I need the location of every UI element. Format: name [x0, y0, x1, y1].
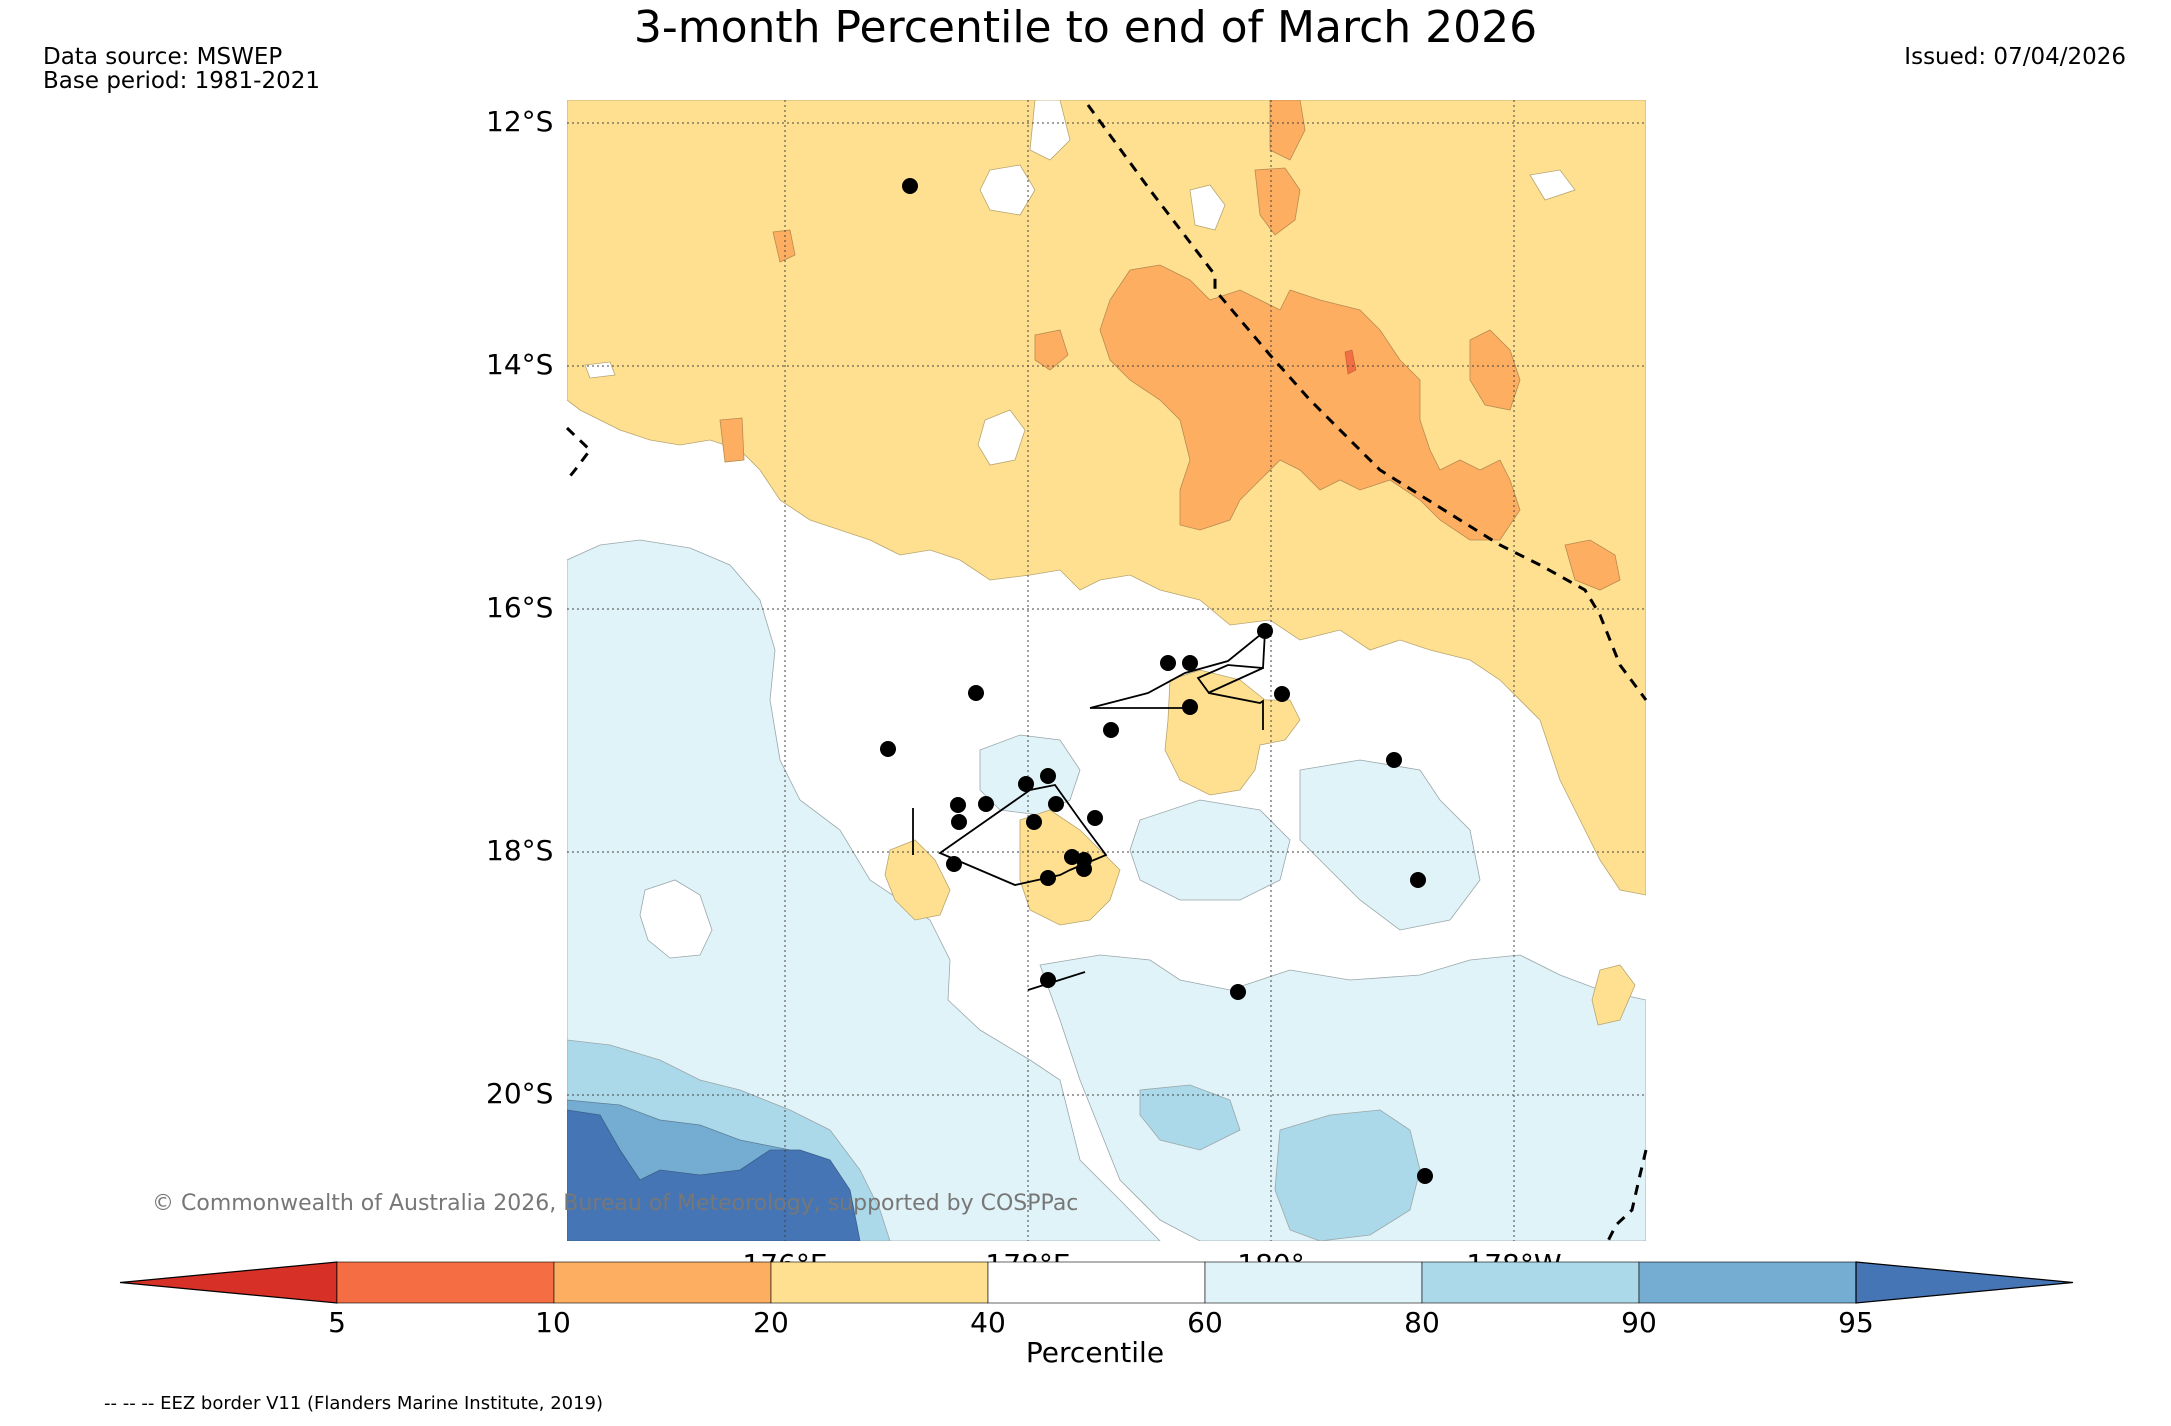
field-40-60	[979, 164, 1036, 216]
copyright-text: © Commonwealth of Australia 2026, Bureau…	[152, 1191, 1079, 1216]
field-60-80	[1299, 759, 1481, 931]
field-20-40	[1019, 809, 1121, 926]
issued-date: Issued: 07/04/2026	[1904, 44, 2126, 70]
colorbar-tick-10: 10	[535, 1306, 571, 1339]
lat-label-18s: 18°S	[486, 834, 554, 867]
colorbar-label: Percentile	[1025, 1336, 1165, 1369]
field-80-90	[1274, 1109, 1421, 1241]
field-20-40	[884, 839, 951, 921]
station-dots	[880, 178, 1433, 1184]
field-10-20	[1564, 539, 1621, 591]
field-20-40	[1591, 964, 1636, 1026]
colorbar-tick-20: 20	[753, 1306, 789, 1339]
field-40-60	[1029, 100, 1071, 161]
field-gt-95	[567, 1109, 861, 1241]
lon-label-176e: 176°E	[742, 1248, 828, 1281]
data-source-text: Data source: MSWEP	[43, 44, 283, 70]
colorbar-tick-80: 80	[1404, 1306, 1440, 1339]
map-fields	[567, 100, 1646, 1241]
field-60-80	[1129, 799, 1291, 901]
field-10-20	[1254, 167, 1301, 236]
colorbar-tick-5: 5	[328, 1306, 346, 1339]
lat-label-20s: 20°S	[486, 1077, 554, 1110]
field-40-60	[977, 409, 1026, 466]
graticule	[567, 100, 1646, 1241]
lon-label-178e: 178°E	[985, 1248, 1071, 1281]
field-10-20	[1469, 329, 1521, 411]
island-outlines	[912, 629, 1267, 991]
colorbar-tick-40: 40	[970, 1306, 1006, 1339]
lat-label-12s: 12°S	[486, 105, 554, 138]
eez-border	[565, 104, 1648, 1242]
lat-label-16s: 16°S	[486, 591, 554, 624]
base-period-text: Base period: 1981-2021	[43, 68, 321, 94]
field-20-40	[1164, 669, 1301, 796]
field-10-20	[1034, 329, 1069, 371]
page-title: 3-month Percentile to end of March 2026	[633, 2, 1538, 53]
field-40-60	[584, 361, 616, 379]
field-80-90	[1139, 1084, 1241, 1151]
field-40-60	[1529, 169, 1576, 201]
colorbar-tick-90: 90	[1621, 1306, 1657, 1339]
field-40-60	[639, 879, 713, 959]
lon-label-180: 180°	[1237, 1248, 1305, 1281]
field-60-80	[1039, 954, 1646, 1241]
field-10-20	[1099, 264, 1521, 541]
eez-legend-note: -- -- -- EEZ border V11 (Flanders Marine…	[104, 1393, 604, 1414]
field-5-10	[1344, 349, 1357, 375]
field-40-60	[1189, 184, 1226, 231]
field-10-20	[719, 417, 745, 463]
field-20-40	[567, 100, 1646, 896]
field-10-20	[1269, 100, 1306, 161]
colorbar-tick-95: 95	[1838, 1306, 1874, 1339]
colorbar-tick-60: 60	[1187, 1306, 1223, 1339]
lat-label-14s: 14°S	[486, 348, 554, 381]
field-10-20	[772, 229, 796, 263]
lon-label-178w: 178°W	[1466, 1248, 1562, 1281]
